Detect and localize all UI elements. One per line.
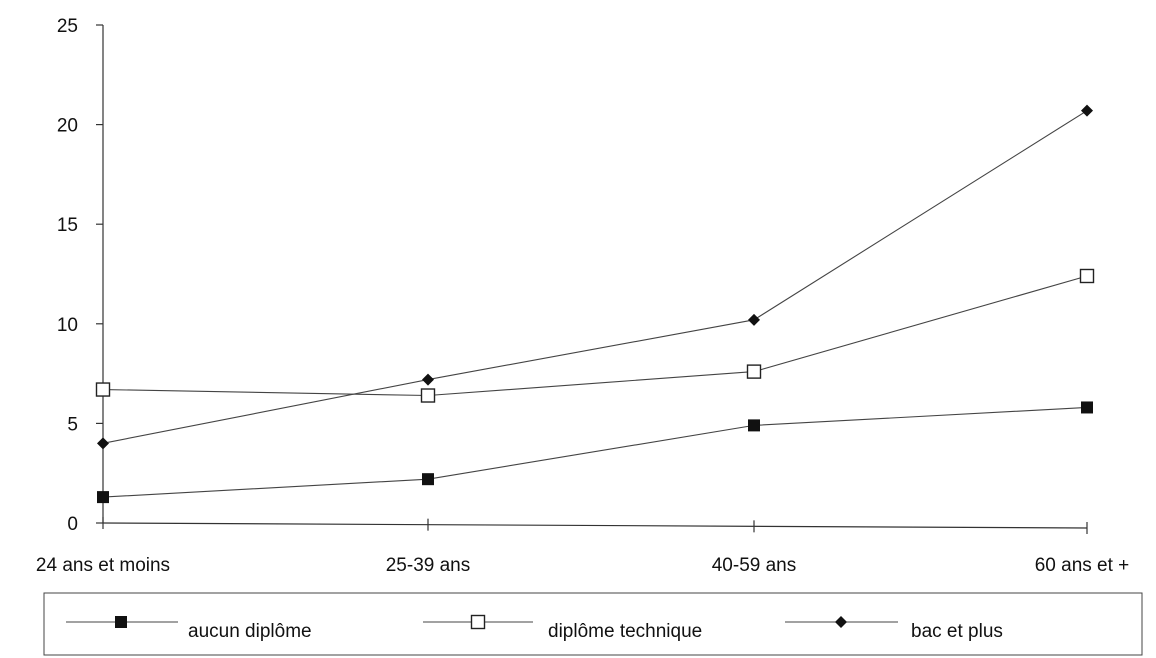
series-area <box>95 104 1095 504</box>
x-tick-label: 25-39 ans <box>386 555 471 576</box>
x-axis: 24 ans et moins 25-39 ans 40-59 ans 60 ans … <box>36 517 1129 576</box>
legend-item: bac et plus <box>785 616 1003 642</box>
series-line <box>102 110 1088 444</box>
legend-box <box>43 592 1143 656</box>
series-0 <box>97 401 1093 504</box>
data-point <box>422 373 434 386</box>
legend-item: diplôme technique <box>423 614 702 642</box>
y-tick-label: 5 <box>67 414 78 435</box>
x-tick-label: 40-59 ans <box>712 555 797 576</box>
legend-label: diplôme technique <box>548 621 702 642</box>
data-point <box>1079 268 1095 284</box>
data-point <box>1081 104 1093 117</box>
series-line <box>102 406 1088 498</box>
data-point <box>422 473 434 486</box>
y-tick-label: 15 <box>57 215 78 236</box>
x-tick-label: 24 ans et moins <box>36 555 170 576</box>
y-axis: 0 5 10 15 20 25 <box>57 16 104 535</box>
data-point <box>420 388 436 403</box>
data-point <box>746 364 762 379</box>
y-tick-label: 10 <box>57 315 78 336</box>
data-point <box>97 491 109 504</box>
x-tick-label: 60 ans et + <box>1035 555 1130 576</box>
legend-marker <box>835 616 847 628</box>
series-line <box>102 275 1088 397</box>
series-2 <box>97 104 1093 450</box>
data-point <box>748 419 760 432</box>
legend-marker <box>470 614 486 630</box>
data-point <box>95 382 111 397</box>
legend-label: bac et plus <box>911 621 1003 642</box>
y-tick-label: 25 <box>57 16 78 37</box>
legend-label: aucun diplôme <box>188 621 312 642</box>
legend-item: aucun diplôme <box>66 616 312 642</box>
y-tick-label: 0 <box>67 514 78 535</box>
y-tick-label: 20 <box>57 116 78 137</box>
series-1 <box>95 268 1095 403</box>
data-point <box>97 437 109 450</box>
x-axis-line <box>102 522 1088 529</box>
legend-marker <box>115 616 127 628</box>
data-point <box>1081 401 1093 414</box>
legend: aucun diplôme diplôme technique bac et plu… <box>43 592 1143 656</box>
data-point <box>748 313 760 326</box>
